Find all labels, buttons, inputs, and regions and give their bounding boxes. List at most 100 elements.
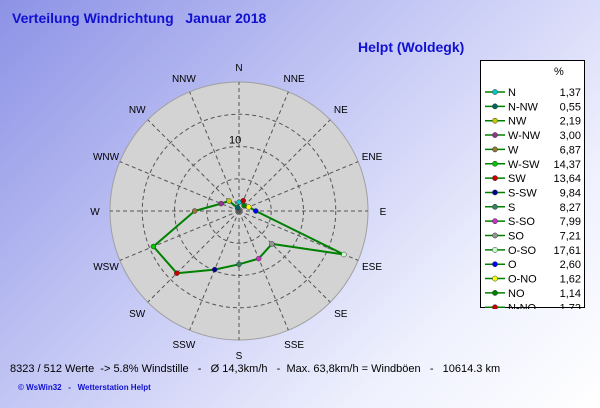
legend-label: N-NW [508,101,539,113]
legend-swatch-marker [492,89,498,95]
legend-swatch-marker [492,218,498,224]
direction-label-n: N [235,63,242,74]
legend-swatch-marker [492,203,498,210]
legend-label: S-SW [508,187,537,199]
direction-label-ene: ENE [362,152,383,163]
direction-label-sw: SW [129,309,146,320]
spoke-wsw [119,210,240,261]
direction-label-ssw: SSW [173,340,196,351]
footer-stats: 8323 / 512 Werte -> 5.8% Windstille - Ø … [10,363,501,375]
legend: N 1,37 N-NW 0,55 NW 2,19 W-NW 3,00 W 6,87 W-SW 14,3… [480,60,585,309]
direction-label-nw: NW [129,105,146,116]
legend-swatch-marker [492,304,498,309]
legend-value: 9,84 [560,187,581,199]
legend-label: S [508,202,515,214]
direction-label-se: SE [334,309,348,320]
legend-value: 3,00 [560,130,581,142]
point-se [269,241,275,247]
spoke-se [238,210,331,303]
legend-value: 2,60 [560,259,581,271]
chart-title: Verteilung Windrichtung Januar 2018 [12,10,267,26]
point-ene [245,204,252,210]
legend-entries: N 1,37 N-NW 0,55 NW 2,19 W-NW 3,00 W 6,87 W-SW 14,3… [485,87,581,309]
spoke-nnw [189,91,240,212]
station-name: Helpt (Woldegk) [358,39,465,55]
legend-label: W-SW [508,159,540,171]
legend-value: 13,64 [553,173,581,185]
direction-label-sse: SSE [284,340,304,351]
point-sse [255,255,262,262]
legend-label: N-NO [508,302,537,309]
legend-label: NO [508,288,525,300]
point-nw [226,198,232,204]
direction-label-wsw: WSW [93,262,119,273]
legend-value: 7,99 [560,216,581,228]
legend-label: NW [508,116,527,128]
legend-swatch-marker [492,275,498,282]
direction-label-ne: NE [334,105,348,116]
legend-header: % [554,66,564,78]
legend-swatch-marker [492,103,498,110]
legend-value: 1,14 [560,288,581,300]
legend-value: 14,37 [553,159,581,171]
legend-label: O [508,259,517,271]
point-sw [174,270,180,276]
legend-value: 6,87 [560,144,581,156]
rose-ring-3 [141,113,337,309]
legend-swatch-marker [492,290,498,296]
legend-label: O-NO [508,274,537,286]
legend-value: 1,62 [560,274,581,286]
legend-swatch-marker [492,189,498,196]
legend-swatch-marker [492,261,498,268]
legend-swatch-marker [492,232,498,239]
legend-swatch-marker [492,132,498,138]
spoke-nw [147,119,240,212]
spoke-nne [238,91,289,212]
legend-label: SO [508,231,524,243]
spoke-sw [147,210,240,303]
point-nne [240,197,247,204]
legend-value: 1,73 [560,302,581,309]
legend-label: S-SO [508,216,535,228]
point-wsw [150,243,157,250]
point-e [253,208,259,214]
direction-label-w: W [90,207,100,218]
legend-swatch-marker [492,160,498,167]
legend-value: 7,21 [560,231,581,243]
legend-label: W-NW [508,130,541,142]
spoke-ene [238,161,359,212]
direction-label-ese: ESE [362,262,382,273]
spoke-ne [238,119,331,212]
point-ne [241,203,247,209]
legend-swatch-marker [492,175,498,181]
legend-label: SW [508,173,526,185]
point-nnw [234,204,241,211]
spoke-sse [238,210,289,331]
legend-label: N [508,87,516,99]
legend-label: W [508,144,519,156]
legend-swatch-marker [492,117,498,124]
direction-label-nne: NNE [284,74,305,85]
point-ese [341,251,347,258]
legend-value: 1,37 [560,87,581,99]
rose-ring-1 [206,178,272,244]
point-wnw [218,200,224,207]
legend-value: 0,55 [560,101,581,113]
legend-swatch-marker [492,247,498,253]
footer-credit: © WsWin32 - Wetterstation Helpt [18,383,151,392]
legend-value: 2,19 [560,116,581,128]
legend-value: 17,61 [553,245,581,257]
direction-label-nnw: NNW [172,74,196,85]
r-tick-label: 10 [229,135,241,147]
legend-value: 8,27 [560,202,581,214]
direction-label-e: E [380,207,387,218]
legend-label: O-SO [508,245,537,257]
legend-swatch-marker [492,146,498,153]
point-ssw [211,266,218,273]
direction-label-wnw: WNW [93,152,120,163]
point-w [191,208,198,214]
direction-label-s: S [236,351,243,362]
point-s [236,261,242,268]
